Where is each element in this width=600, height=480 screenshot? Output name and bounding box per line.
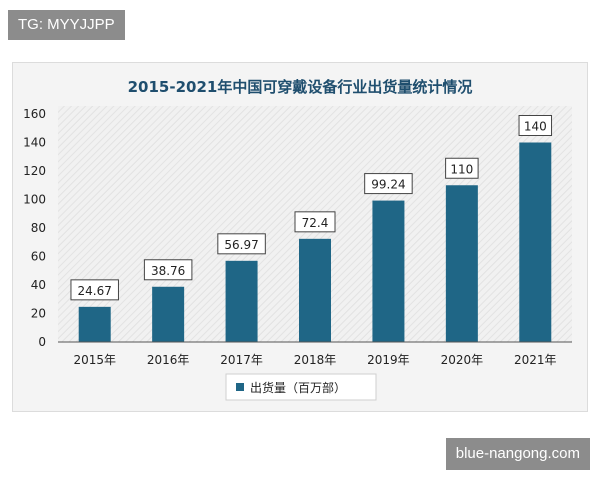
- legend-box: [225, 373, 377, 401]
- data-label: 99.24: [371, 178, 405, 192]
- y-tick-label: 160: [23, 107, 46, 121]
- data-label-box: [217, 233, 266, 255]
- data-label-box: [445, 157, 479, 179]
- x-tick-label: 2017年: [220, 353, 263, 367]
- bars: 24.67 38.76 56.97 72.4 99.24 110 140: [70, 115, 553, 342]
- x-tick-label: 2021年: [514, 353, 557, 367]
- x-tick-label: 2020年: [441, 353, 484, 367]
- bar: [519, 142, 552, 342]
- data-label-box: [143, 259, 193, 281]
- y-tick-label: 140: [23, 136, 46, 150]
- x-tick-label: 2015年: [73, 353, 116, 367]
- y-tick-label: 0: [38, 335, 46, 349]
- data-label-box: [518, 115, 553, 136]
- y-axis-ticks: 0 20 40 60 80 100 120 140 160: [23, 107, 46, 349]
- data-label: 110: [450, 162, 473, 176]
- data-label-box: [70, 279, 119, 301]
- x-tick-label: 2016年: [147, 353, 190, 367]
- bar: [225, 260, 258, 342]
- data-label: 140: [524, 120, 547, 134]
- watermark-bottom: blue-nangong.com: [445, 438, 590, 470]
- y-tick-label: 100: [23, 193, 46, 207]
- data-label: 56.97: [224, 238, 258, 252]
- x-axis-labels: 2015年 2016年 2017年 2018年 2019年 2020年 2021年: [73, 353, 556, 367]
- data-label: 24.67: [78, 284, 112, 298]
- data-label-box: [294, 211, 336, 233]
- bar: [299, 238, 331, 342]
- y-tick-label: 40: [31, 278, 46, 292]
- bar: [372, 200, 405, 342]
- x-tick-label: 2018年: [294, 353, 337, 367]
- bar: [78, 306, 111, 342]
- data-label-box: [364, 173, 413, 195]
- bar: [445, 185, 478, 342]
- legend: 出货量（百万部）: [225, 373, 377, 401]
- legend-swatch: [236, 383, 244, 391]
- y-tick-label: 80: [31, 221, 46, 235]
- y-tick-label: 120: [23, 164, 46, 178]
- y-tick-label: 20: [31, 307, 46, 321]
- data-label: 72.4: [302, 216, 329, 230]
- watermark-top: TG: MYYJJPP: [8, 10, 125, 40]
- bar: [152, 286, 185, 342]
- y-tick-label: 60: [31, 250, 46, 264]
- legend-label: 出货量（百万部）: [250, 380, 346, 395]
- data-label: 38.76: [151, 264, 185, 278]
- chart-title: 2015-2021年中国可穿戴设备行业出货量统计情况: [128, 78, 473, 96]
- x-tick-label: 2019年: [367, 353, 410, 367]
